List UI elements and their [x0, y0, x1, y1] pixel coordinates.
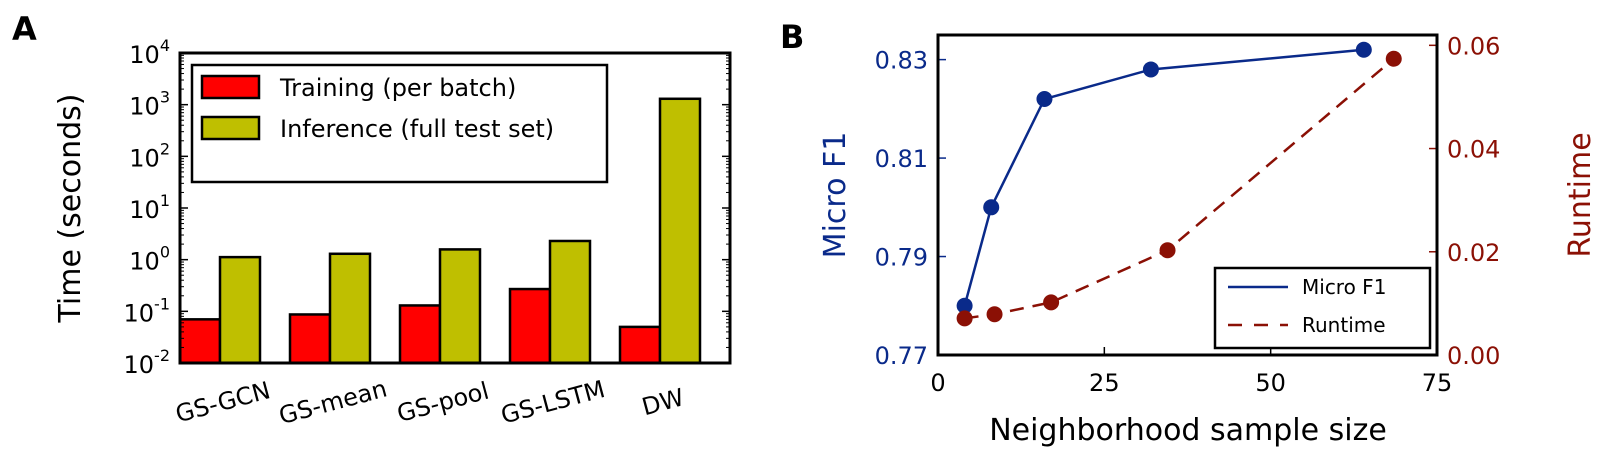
x-tick-label: 50	[1255, 369, 1286, 397]
bar-gs-pool-inference	[438, 248, 482, 365]
bar-gs-lstm-training	[508, 287, 552, 365]
data-point-micro-f1	[1355, 41, 1372, 58]
plot-frame-b	[936, 33, 1439, 357]
x-tick-label: DW	[639, 383, 687, 421]
y-tick-label: 100	[129, 243, 170, 276]
plot-frame-a	[178, 51, 732, 365]
bar-dw-inference	[658, 97, 702, 365]
y-left-tick-label: 0.83	[875, 47, 928, 75]
panel-label-a: A	[12, 10, 37, 48]
data-point-runtime	[1043, 294, 1060, 311]
legend-a	[190, 63, 609, 184]
x-axis-label-b: Neighborhood sample size	[989, 413, 1387, 448]
x-tick-label: 0	[930, 369, 945, 397]
y-right-tick-label: 0.06	[1447, 32, 1500, 60]
y-tick-label: 103	[129, 88, 170, 121]
legend-label: Training (per batch)	[279, 74, 516, 102]
x-tick-label: GS-GCN	[173, 376, 274, 428]
x-tick-label: GS-pool	[394, 377, 492, 428]
y-left-tick-label: 0.81	[875, 145, 928, 173]
panel-label-b: B	[780, 18, 804, 56]
bar-gs-gcn-inference	[218, 255, 262, 365]
y-left-tick-label: 0.77	[875, 342, 928, 370]
y-left-axis-label: Micro F1	[818, 132, 853, 259]
y-right-axis-label: Runtime	[1563, 132, 1598, 257]
bar-gs-lstm-inference	[548, 239, 592, 365]
bar-dw-training	[618, 325, 662, 365]
x-tick-label: GS-LSTM	[498, 375, 608, 430]
legend-swatch	[200, 115, 261, 141]
x-tick-label: GS-mean	[276, 374, 390, 430]
legend-label: Micro F1	[1302, 275, 1386, 299]
y-right-tick-label: 0.00	[1447, 342, 1500, 370]
bar-gs-mean-training	[288, 313, 332, 365]
y-tick-label: 102	[129, 139, 170, 172]
data-point-micro-f1	[983, 199, 1000, 216]
legend-label: Runtime	[1302, 313, 1386, 337]
y-tick-label: 10-1	[124, 294, 171, 327]
data-point-runtime	[986, 306, 1003, 323]
x-tick-label: 25	[1089, 369, 1120, 397]
legend-swatch	[200, 74, 261, 100]
x-tick-label: 75	[1422, 369, 1453, 397]
data-point-micro-f1	[956, 297, 973, 314]
y-left-tick-label: 0.79	[875, 244, 928, 272]
data-point-micro-f1	[1036, 91, 1053, 107]
legend-b	[1213, 266, 1432, 350]
y-right-tick-label: 0.02	[1447, 239, 1500, 267]
data-point-runtime	[1159, 242, 1176, 259]
data-point-runtime	[1385, 50, 1402, 67]
y-tick-label: 10-2	[124, 346, 171, 379]
legend-label: Inference (full test set)	[280, 115, 554, 143]
data-point-micro-f1	[1142, 61, 1159, 78]
y-right-tick-label: 0.04	[1447, 136, 1500, 164]
y-axis-label-a: Time (seconds)	[53, 94, 88, 324]
bar-gs-pool-training	[398, 304, 442, 365]
bar-gs-gcn-training	[178, 318, 222, 365]
y-tick-label: 101	[129, 191, 170, 224]
data-point-runtime	[956, 310, 973, 327]
bar-gs-mean-inference	[328, 252, 372, 365]
y-tick-label: 104	[129, 36, 170, 69]
